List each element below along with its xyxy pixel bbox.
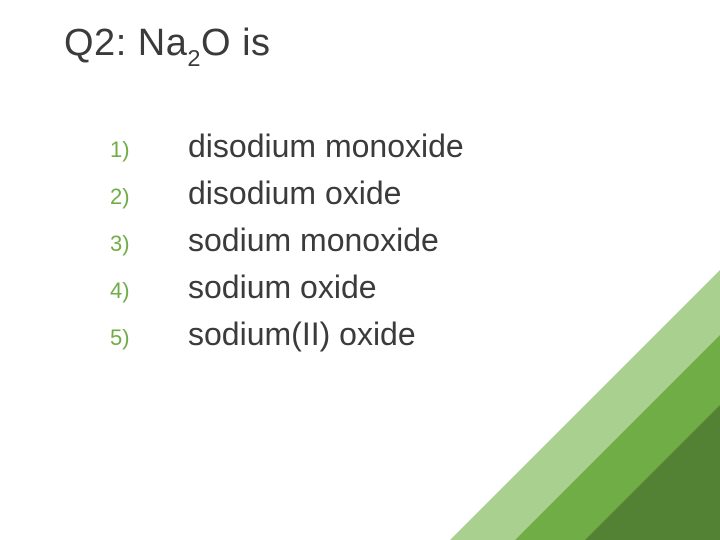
option-number: 2) bbox=[110, 184, 188, 210]
option-number: 3) bbox=[110, 231, 188, 257]
option-number: 1) bbox=[110, 137, 188, 163]
list-item: 1) disodium monoxide bbox=[110, 128, 464, 165]
option-number: 5) bbox=[110, 325, 188, 351]
title-suffix: O is bbox=[201, 22, 271, 64]
corner-triangle-dark bbox=[585, 405, 720, 540]
list-item: 4) sodium oxide bbox=[110, 269, 464, 306]
option-text: sodium monoxide bbox=[188, 222, 439, 259]
list-item: 3) sodium monoxide bbox=[110, 222, 464, 259]
title-subscript: 2 bbox=[187, 45, 201, 71]
option-text: sodium(II) oxide bbox=[188, 316, 416, 353]
list-item: 2) disodium oxide bbox=[110, 175, 464, 212]
option-text: sodium oxide bbox=[188, 269, 377, 306]
option-text: disodium oxide bbox=[188, 175, 401, 212]
option-number: 4) bbox=[110, 278, 188, 304]
title-prefix: Q2: Na bbox=[64, 22, 187, 64]
option-text: disodium monoxide bbox=[188, 128, 464, 165]
options-list: 1) disodium monoxide 2) disodium oxide 3… bbox=[110, 128, 464, 363]
slide: { "title": { "prefix": "Q2: Na", "subscr… bbox=[0, 0, 720, 540]
question-title: Q2: Na2O is bbox=[64, 22, 271, 70]
list-item: 5) sodium(II) oxide bbox=[110, 316, 464, 353]
